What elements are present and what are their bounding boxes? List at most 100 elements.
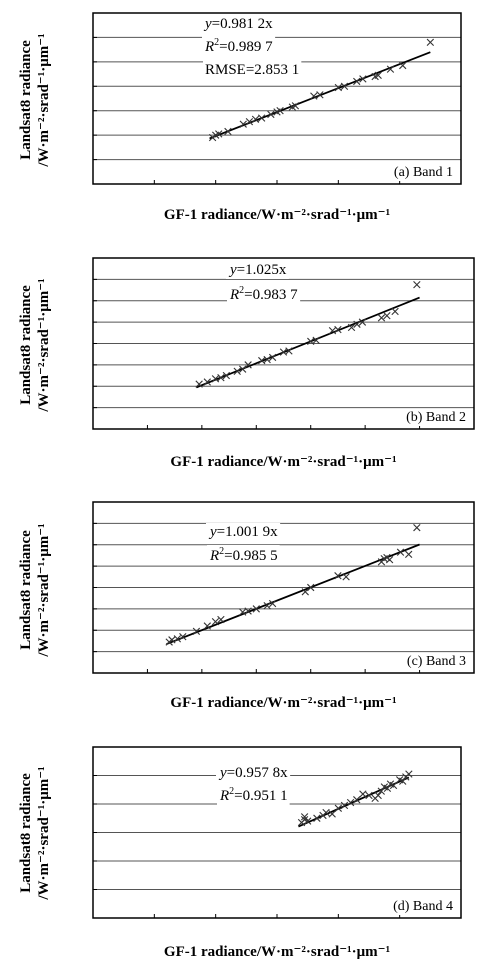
data-point bbox=[334, 804, 343, 812]
data-point-stroke bbox=[353, 320, 361, 328]
data-point-stroke bbox=[399, 777, 407, 785]
label-background bbox=[207, 545, 280, 565]
label-background bbox=[203, 61, 302, 79]
data-point-stroke bbox=[396, 548, 405, 556]
data-point bbox=[217, 374, 225, 382]
data-point bbox=[391, 307, 399, 316]
data-point-stroke bbox=[359, 75, 367, 83]
data-point bbox=[313, 814, 321, 822]
equation-label: y=1.025x bbox=[228, 262, 287, 278]
y-axis-label: Landsat8 radiance/W·m⁻²·srad⁻¹·μm⁻¹ bbox=[18, 766, 52, 900]
data-point bbox=[385, 556, 394, 564]
data-point-stroke bbox=[383, 312, 391, 320]
chart-panel-4: y=0.957 8x R2=0.951 1 (d) Band 4 GF-1 radia… bbox=[18, 746, 462, 960]
data-point-stroke bbox=[310, 92, 318, 100]
data-point-stroke bbox=[405, 770, 413, 778]
data-point-stroke bbox=[340, 801, 349, 810]
data-point bbox=[238, 365, 247, 373]
data-point-stroke bbox=[385, 556, 394, 564]
data-point bbox=[383, 312, 391, 320]
data-point bbox=[353, 77, 361, 86]
data-point bbox=[340, 801, 349, 810]
data-point bbox=[374, 71, 382, 79]
data-point-stroke bbox=[303, 817, 312, 825]
chart-panel-2: y=1.025x R2=0.983 7 (b) Band 2 GF-1 radianc… bbox=[18, 257, 475, 470]
data-point bbox=[192, 627, 201, 636]
data-point-stroke bbox=[224, 127, 232, 136]
data-point bbox=[334, 83, 343, 92]
data-point bbox=[322, 808, 330, 817]
data-point bbox=[251, 115, 260, 123]
data-point bbox=[404, 550, 413, 559]
data-point bbox=[173, 635, 182, 643]
data-point-stroke bbox=[395, 776, 404, 784]
data-point bbox=[365, 791, 373, 800]
data-point bbox=[303, 817, 312, 825]
data-point-stroke bbox=[340, 82, 349, 90]
x-axis-label: GF-1 radiance/W·m⁻²·srad⁻¹·μm⁻¹ bbox=[164, 944, 390, 960]
data-point-stroke bbox=[251, 115, 260, 123]
y-axis-label-line: Landsat8 radiance bbox=[18, 285, 34, 405]
r2-value: =0.989 7 bbox=[219, 39, 273, 55]
data-point-stroke bbox=[252, 605, 260, 613]
label-background bbox=[391, 164, 455, 181]
label-background bbox=[404, 409, 468, 426]
data-point-stroke bbox=[263, 355, 271, 364]
data-point-stroke bbox=[312, 336, 320, 344]
data-point-stroke bbox=[268, 353, 277, 362]
y-axis-label-line: /W·m⁻²·srad⁻¹·μm⁻¹ bbox=[36, 766, 52, 900]
r2-label: R2=0.951 1 bbox=[219, 786, 288, 804]
data-point-stroke bbox=[244, 607, 252, 615]
data-point-stroke bbox=[413, 523, 421, 532]
data-point-stroke bbox=[426, 38, 435, 47]
data-point-stroke bbox=[285, 347, 293, 355]
data-point bbox=[312, 336, 320, 344]
label-background bbox=[227, 284, 301, 304]
equation-text: =0.981 2x bbox=[212, 16, 273, 32]
equation-text: =0.957 8x bbox=[227, 765, 288, 781]
data-point-stroke bbox=[377, 314, 386, 322]
y-axis-label-line: /W·m⁻²·srad⁻¹·μm⁻¹ bbox=[36, 278, 52, 412]
data-point bbox=[426, 38, 435, 47]
data-point-stroke bbox=[386, 65, 395, 73]
data-point-stroke bbox=[313, 814, 321, 822]
r2-symbol: R bbox=[209, 548, 219, 564]
data-point-stroke bbox=[334, 804, 343, 812]
data-point-stroke bbox=[245, 118, 254, 126]
data-point bbox=[276, 107, 284, 115]
data-point bbox=[359, 75, 367, 83]
data-point-stroke bbox=[322, 808, 330, 817]
data-point-stroke bbox=[413, 281, 421, 289]
data-point-stroke bbox=[179, 632, 187, 641]
data-point bbox=[359, 790, 367, 798]
y-axis-label-line: /W·m⁻²·srad⁻¹·μm⁻¹ bbox=[36, 523, 52, 657]
data-point-stroke bbox=[307, 583, 315, 592]
data-point-stroke bbox=[383, 784, 392, 793]
panel-label: (c) Band 3 bbox=[407, 654, 466, 669]
data-point bbox=[233, 367, 241, 375]
data-point-stroke bbox=[300, 815, 309, 824]
data-point-stroke bbox=[399, 61, 407, 70]
data-point bbox=[396, 548, 405, 556]
equation-label: y=0.957 8x bbox=[218, 765, 288, 781]
data-point bbox=[389, 781, 398, 790]
data-point-stroke bbox=[358, 318, 367, 326]
label-background bbox=[201, 15, 276, 33]
r2-symbol: R bbox=[229, 287, 239, 303]
data-point-stroke bbox=[365, 791, 373, 800]
data-point-stroke bbox=[263, 601, 271, 610]
data-point-stroke bbox=[334, 83, 343, 92]
data-point-stroke bbox=[257, 114, 266, 122]
data-point-stroke bbox=[342, 573, 350, 581]
data-point-stroke bbox=[301, 588, 309, 596]
label-background bbox=[217, 785, 290, 805]
label-background bbox=[226, 261, 289, 279]
data-point bbox=[374, 791, 382, 800]
y-axis-label: Landsat8 radiance/W·m⁻²·srad⁻¹·μm⁻¹ bbox=[18, 278, 52, 412]
panel-label: (b) Band 2 bbox=[406, 410, 466, 425]
data-point-stroke bbox=[211, 375, 220, 383]
data-point bbox=[316, 91, 324, 99]
data-point-stroke bbox=[359, 790, 367, 798]
data-point bbox=[268, 353, 277, 362]
